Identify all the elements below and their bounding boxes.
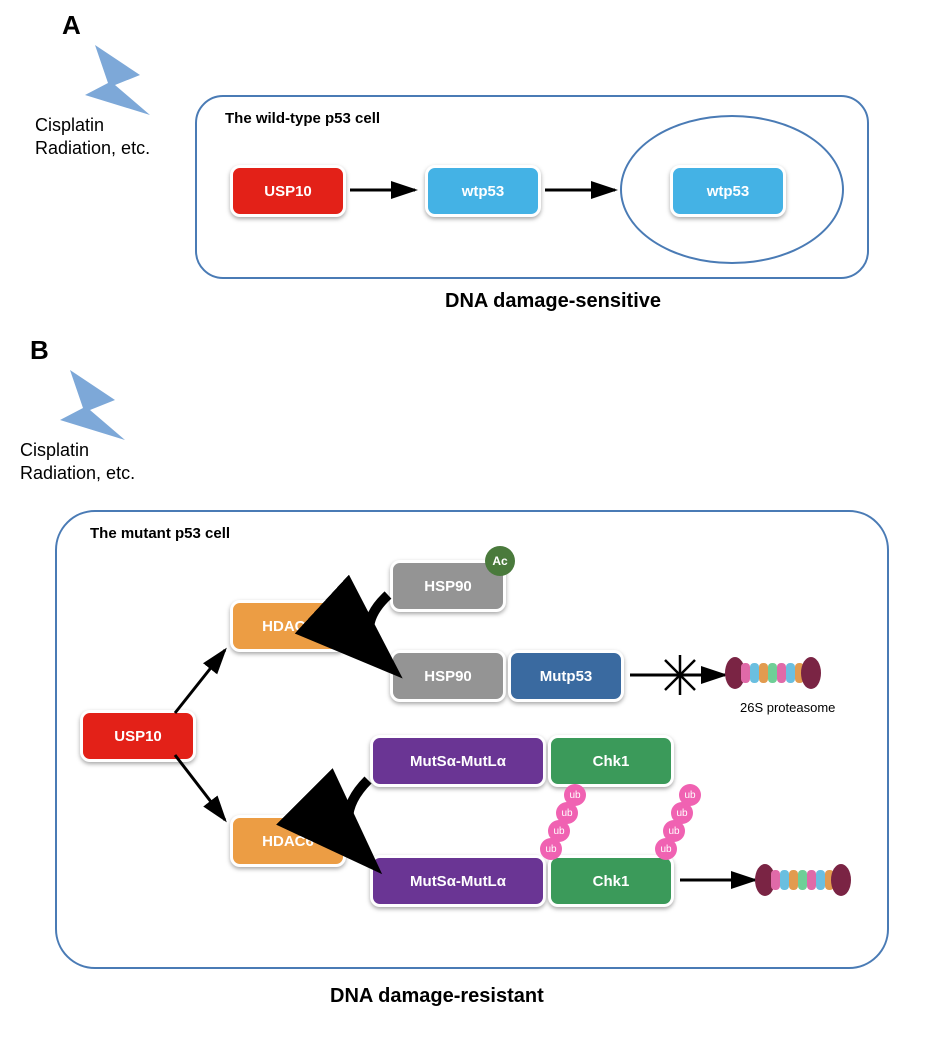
caption-b: DNA damage-resistant — [330, 985, 544, 1008]
proteasome-bottom-icon — [0, 0, 930, 1050]
